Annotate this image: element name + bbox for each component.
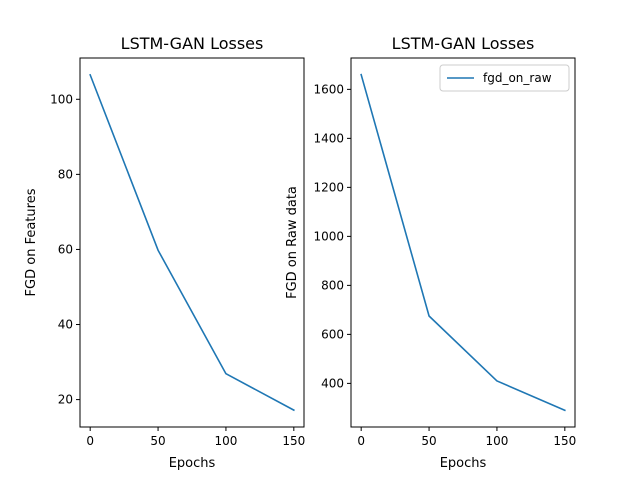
y-tick-label: 1200 [313, 180, 344, 194]
tick-group: 0 50 100 150 400 600 800 1000 1200 1400 1600 [313, 82, 576, 448]
chart-title: LSTM-GAN Losses [392, 34, 535, 53]
y-tick-label: 60 [58, 242, 73, 256]
chart-panel-raw-data: LSTM-GAN Losses 0 50 100 150 400 600 800 1000 12… [285, 34, 576, 471]
chart-panel-features: LSTM-GAN Losses 0 50 100 150 20 40 60 80 100 Epo… [24, 34, 305, 471]
y-tick-label: 1600 [313, 82, 344, 96]
y-tick-label: 80 [58, 167, 73, 181]
y-tick-label: 20 [58, 393, 73, 407]
x-tick-label: 100 [214, 434, 237, 448]
legend-box [439, 64, 570, 92]
y-tick-label: 1000 [313, 229, 344, 243]
axes-frame [79, 57, 305, 428]
y-tick-label: 40 [58, 318, 73, 332]
plot-area [360, 73, 566, 412]
plot-area [89, 73, 295, 412]
y-tick-label: 800 [321, 278, 344, 292]
y-axis-label: FGD on Raw data [285, 186, 300, 299]
axes-frame [350, 57, 576, 428]
x-tick-label: 0 [357, 434, 365, 448]
x-axis-label: Epochs [440, 456, 487, 471]
legend-label: fgd_on_raw [483, 71, 552, 85]
legend: fgd_on_raw [439, 64, 570, 92]
x-tick-label: 0 [86, 434, 94, 448]
tick-group: 0 50 100 150 20 40 60 80 100 [50, 92, 305, 448]
series-line [89, 73, 295, 412]
x-tick-label: 50 [421, 434, 436, 448]
y-tick-label: 1400 [313, 131, 344, 145]
chart-title: LSTM-GAN Losses [121, 34, 264, 53]
x-axis-label: Epochs [169, 456, 216, 471]
x-tick-label: 150 [553, 434, 576, 448]
y-tick-label: 600 [321, 327, 344, 341]
y-tick-label: 400 [321, 376, 344, 390]
x-tick-label: 150 [282, 434, 305, 448]
series-line [360, 73, 566, 412]
y-axis-label: FGD on Features [24, 188, 39, 296]
x-tick-label: 100 [485, 434, 508, 448]
x-tick-label: 50 [150, 434, 165, 448]
y-tick-label: 100 [50, 92, 73, 106]
